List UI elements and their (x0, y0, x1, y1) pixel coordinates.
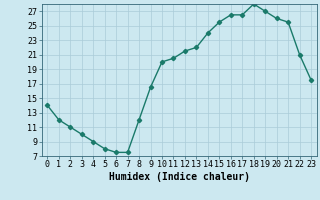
X-axis label: Humidex (Indice chaleur): Humidex (Indice chaleur) (109, 172, 250, 182)
